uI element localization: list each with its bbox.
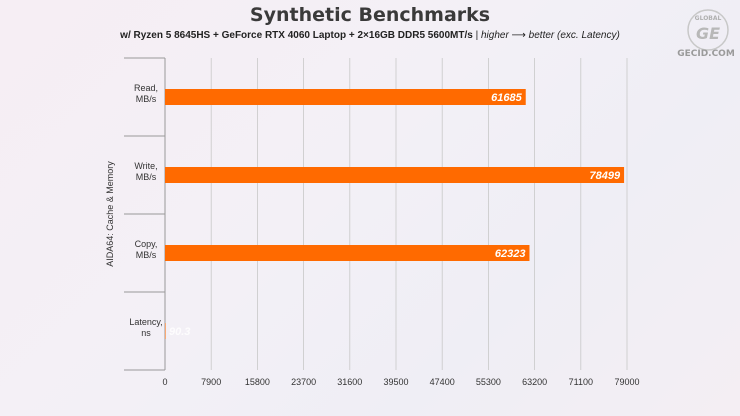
value-label: 78499: [589, 170, 620, 182]
x-tick-label: 15800: [245, 377, 270, 387]
x-tick-label: 23700: [291, 377, 316, 387]
x-tick-label: 39500: [383, 377, 408, 387]
config-text: w/ Ryzen 5 8645HS + GeForce RTX 4060 Lap…: [120, 30, 473, 41]
bar: [165, 89, 526, 105]
note-text: higher ⟶ better (exc. Latency): [480, 30, 620, 41]
bar: [165, 167, 625, 183]
x-tick-label: 7900: [201, 377, 221, 387]
bar: [165, 323, 166, 339]
category-label: Write, MB/s: [134, 161, 157, 182]
x-tick-label: 71100: [569, 377, 593, 387]
value-label: 90.3: [169, 326, 190, 338]
x-tick-label: 55300: [476, 377, 501, 387]
svg-text:GE: GE: [696, 24, 720, 43]
subtitle-separator: |: [472, 30, 481, 41]
category-label: Copy, MB/s: [135, 239, 158, 260]
value-label: 61685: [491, 92, 522, 104]
category-label: Latency, ns: [129, 317, 162, 338]
x-tick-label: 79000: [614, 377, 639, 387]
bar: [165, 245, 530, 261]
value-label: 62323: [495, 248, 526, 260]
chart-title: Synthetic Benchmarks: [249, 4, 491, 26]
svg-text:GECID.COM: GECID.COM: [677, 49, 735, 59]
x-tick-label: 63200: [522, 377, 547, 387]
chart-subtitle: w/ Ryzen 5 8645HS + GeForce RTX 4060 Lap…: [0, 30, 740, 41]
x-tick-label: 31600: [337, 377, 362, 387]
group-label: AIDA64: Cache & Memory: [105, 161, 115, 267]
category-label: Read, MB/s: [134, 83, 158, 104]
gecid-logo: GLOBAL GE GECID.COM: [677, 9, 735, 59]
x-tick-label: 47400: [430, 377, 455, 387]
x-tick-label: 0: [162, 377, 167, 387]
svg-text:GLOBAL: GLOBAL: [695, 15, 722, 22]
